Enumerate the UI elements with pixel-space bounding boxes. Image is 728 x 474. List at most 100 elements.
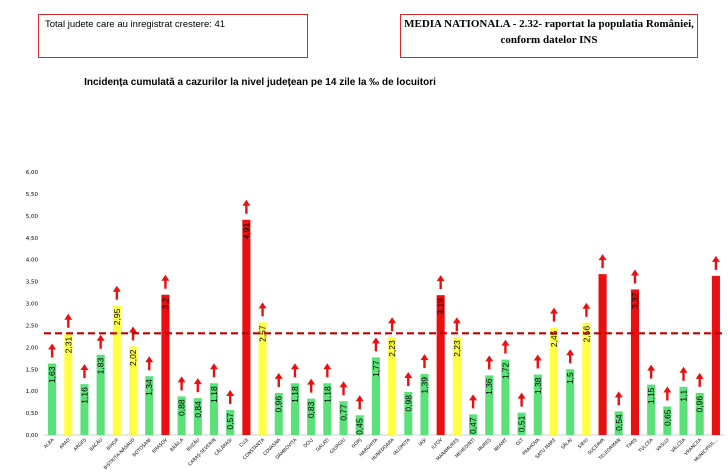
bar [501, 359, 510, 435]
bar [161, 294, 170, 435]
bar [711, 275, 720, 435]
bar [420, 374, 429, 435]
y-tick-label: 5,00 [26, 214, 39, 220]
increase-arrow-head [501, 339, 510, 346]
data-label: 1,16 [79, 387, 89, 404]
bar [663, 406, 672, 435]
bar [64, 333, 73, 435]
category-label: BACĂU [88, 436, 104, 452]
data-label: 1,36 [484, 378, 494, 395]
category-label: GALAȚI [315, 437, 331, 453]
y-tick-label: 2,00 [26, 345, 39, 351]
data-label: 0,96 [695, 396, 705, 413]
data-label: 0,65 [662, 409, 672, 426]
increase-arrow-head [582, 302, 591, 309]
category-label: CLUJ [238, 437, 250, 449]
y-tick-label: 0,00 [26, 433, 39, 439]
category-label: BRAȘOV [151, 437, 169, 455]
data-label: 0,51 [517, 415, 527, 432]
bar [209, 383, 219, 435]
category-label: MUREȘ [477, 437, 493, 453]
bar [290, 383, 299, 435]
data-label: 3,19 [436, 298, 446, 315]
bar [371, 357, 380, 435]
bar [226, 410, 235, 435]
bar [452, 337, 461, 435]
y-tick-label: 5,50 [26, 192, 39, 198]
increase-arrow-head [112, 285, 121, 292]
bar [96, 354, 105, 435]
increase-arrow-head [517, 392, 526, 399]
data-label: 1,18 [290, 386, 300, 403]
data-label: 0,96 [274, 396, 284, 413]
data-label: 0,77 [339, 404, 349, 421]
increase-arrow-head [258, 302, 267, 309]
data-label: 1,39 [419, 377, 429, 394]
increase-arrow-head [145, 356, 154, 363]
category-label: IAȘI [417, 437, 427, 447]
increase-arrow-head [533, 354, 542, 361]
data-label: 0,47 [468, 417, 478, 434]
increase-arrow-head [193, 378, 202, 385]
data-label: 1,1 [679, 390, 689, 402]
bar [630, 289, 639, 435]
increase-arrow-head [177, 376, 186, 383]
y-tick-label: 1,00 [26, 389, 39, 395]
increase-arrow-head [711, 255, 720, 262]
increase-arrow-head [388, 317, 397, 324]
bar [193, 398, 202, 435]
data-label: 2,23 [387, 340, 397, 357]
data-label: 2,95 [112, 308, 122, 325]
increase-arrow-head [630, 269, 639, 276]
bar [566, 369, 575, 435]
increase-arrow-head [695, 372, 704, 379]
increase-arrow-head [679, 366, 688, 373]
data-label: 0,45 [355, 418, 365, 435]
increase-arrow-head [566, 349, 575, 356]
category-label: GIURGIU [329, 437, 347, 455]
data-label: 2,45 [549, 330, 559, 347]
category-label: TIMIȘ [625, 437, 639, 451]
bar [145, 376, 154, 435]
increase-arrow-head [80, 364, 89, 371]
increase-arrow-head [290, 363, 299, 370]
category-label: BUZĂU [185, 436, 201, 452]
data-label: 0,83 [306, 401, 316, 418]
category-label: SĂLAJ [559, 436, 573, 450]
increase-arrow-head [436, 275, 445, 282]
increase-arrow-head [469, 394, 478, 401]
increase-arrow-head [598, 254, 607, 261]
increase-arrow-head [355, 395, 364, 402]
national-average-line2: conform datelor INS [500, 34, 598, 46]
category-label: ARAD [58, 437, 72, 451]
bar [242, 219, 251, 435]
counties-increase-box: Total judete care au inregistrat crester… [38, 14, 308, 58]
data-label: 4,91 [241, 223, 251, 240]
bar [339, 401, 348, 435]
y-tick-label: 4,00 [26, 258, 39, 264]
category-label: BIHOR [106, 437, 121, 452]
bar [323, 383, 332, 435]
data-label: 3,32 [630, 292, 640, 309]
category-label: TULCEA [637, 437, 655, 455]
bar [533, 374, 542, 435]
bar [48, 363, 57, 435]
increase-arrow-head [307, 378, 316, 385]
bar [598, 274, 607, 435]
increase-arrow-head [614, 391, 623, 398]
y-tick-label: 2,50 [26, 323, 39, 329]
data-label: 0,84 [193, 401, 203, 418]
bar [695, 392, 704, 435]
increase-arrow-head [161, 274, 170, 281]
bar [404, 392, 413, 435]
data-label: 1,38 [533, 377, 543, 394]
y-tick-label: 1,50 [26, 367, 39, 373]
data-label: 1,34 [144, 379, 154, 396]
increase-arrow-head [550, 307, 558, 314]
increase-arrow-head [339, 381, 348, 388]
data-label: 0,57 [225, 413, 235, 430]
data-label: 0,98 [403, 395, 413, 412]
y-tick-label: 3,00 [26, 302, 39, 308]
category-label: NEAMȚ [493, 437, 509, 453]
bar [469, 414, 478, 435]
